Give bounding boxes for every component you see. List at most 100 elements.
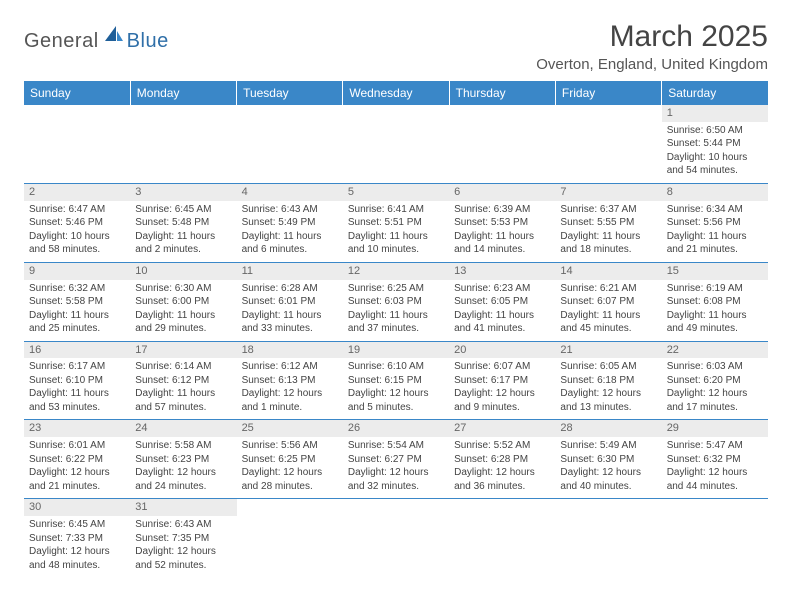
day-number: 18 [237,342,343,359]
sunset-text: Sunset: 6:27 PM [348,453,444,467]
calendar-cell: 8Sunrise: 6:34 AMSunset: 5:56 PMDaylight… [662,183,768,262]
daylight-text: Daylight: 11 hours and 57 minutes. [135,387,231,414]
sunrise-text: Sunrise: 5:58 AM [135,439,231,453]
sunset-text: Sunset: 6:03 PM [348,295,444,309]
calendar-cell: 1Sunrise: 6:50 AMSunset: 5:44 PMDaylight… [662,105,768,183]
day-header: Friday [555,81,661,105]
sunrise-text: Sunrise: 6:30 AM [135,282,231,296]
day-number: 25 [237,420,343,437]
sunrise-text: Sunrise: 6:43 AM [242,203,338,217]
sunrise-text: Sunrise: 6:37 AM [560,203,656,217]
sunrise-text: Sunrise: 6:45 AM [135,203,231,217]
day-header: Tuesday [237,81,343,105]
sunrise-text: Sunrise: 6:12 AM [242,360,338,374]
location-label: Overton, England, United Kingdom [536,56,768,73]
sunset-text: Sunset: 5:46 PM [29,216,125,230]
day-number: 29 [662,420,768,437]
daylight-text: Daylight: 11 hours and 49 minutes. [667,309,763,336]
calendar-cell: 23Sunrise: 6:01 AMSunset: 6:22 PMDayligh… [24,420,130,499]
calendar-cell: 2Sunrise: 6:47 AMSunset: 5:46 PMDaylight… [24,183,130,262]
daylight-text: Daylight: 11 hours and 41 minutes. [454,309,550,336]
sunset-text: Sunset: 6:08 PM [667,295,763,309]
day-number: 12 [343,263,449,280]
sunrise-text: Sunrise: 6:43 AM [135,518,231,532]
daylight-text: Daylight: 12 hours and 13 minutes. [560,387,656,414]
day-number: 17 [130,342,236,359]
month-title: March 2025 [536,20,768,54]
day-header: Saturday [662,81,768,105]
sunset-text: Sunset: 6:32 PM [667,453,763,467]
calendar-cell: 15Sunrise: 6:19 AMSunset: 6:08 PMDayligh… [662,262,768,341]
sunrise-text: Sunrise: 6:28 AM [242,282,338,296]
calendar-row: 2Sunrise: 6:47 AMSunset: 5:46 PMDaylight… [24,183,768,262]
sunrise-text: Sunrise: 5:49 AM [560,439,656,453]
sunset-text: Sunset: 6:00 PM [135,295,231,309]
day-number: 22 [662,342,768,359]
calendar-cell: 27Sunrise: 5:52 AMSunset: 6:28 PMDayligh… [449,420,555,499]
sunrise-text: Sunrise: 6:01 AM [29,439,125,453]
sunrise-text: Sunrise: 5:52 AM [454,439,550,453]
sunset-text: Sunset: 6:12 PM [135,374,231,388]
day-number: 16 [24,342,130,359]
calendar-cell [449,499,555,577]
daylight-text: Daylight: 11 hours and 53 minutes. [29,387,125,414]
sail-icon [103,25,125,43]
calendar-cell: 30Sunrise: 6:45 AMSunset: 7:33 PMDayligh… [24,499,130,577]
sunset-text: Sunset: 7:33 PM [29,532,125,546]
calendar-row: 16Sunrise: 6:17 AMSunset: 6:10 PMDayligh… [24,341,768,420]
daylight-text: Daylight: 12 hours and 52 minutes. [135,545,231,572]
daylight-text: Daylight: 12 hours and 5 minutes. [348,387,444,414]
day-number: 3 [130,184,236,201]
daylight-text: Daylight: 11 hours and 37 minutes. [348,309,444,336]
daylight-text: Daylight: 10 hours and 54 minutes. [667,151,763,178]
brand-logo: General Blue [24,20,169,53]
calendar-row: 9Sunrise: 6:32 AMSunset: 5:58 PMDaylight… [24,262,768,341]
sunset-text: Sunset: 6:01 PM [242,295,338,309]
calendar-row: 30Sunrise: 6:45 AMSunset: 7:33 PMDayligh… [24,499,768,577]
daylight-text: Daylight: 12 hours and 32 minutes. [348,466,444,493]
day-number: 15 [662,263,768,280]
calendar-cell: 10Sunrise: 6:30 AMSunset: 6:00 PMDayligh… [130,262,236,341]
calendar-table: Sunday Monday Tuesday Wednesday Thursday… [24,81,768,577]
page-header: General Blue March 2025 Overton, England… [24,20,768,73]
calendar-cell: 9Sunrise: 6:32 AMSunset: 5:58 PMDaylight… [24,262,130,341]
day-number: 2 [24,184,130,201]
sunrise-text: Sunrise: 6:07 AM [454,360,550,374]
daylight-text: Daylight: 12 hours and 17 minutes. [667,387,763,414]
calendar-cell [555,499,661,577]
calendar-cell: 31Sunrise: 6:43 AMSunset: 7:35 PMDayligh… [130,499,236,577]
sunrise-text: Sunrise: 5:54 AM [348,439,444,453]
day-number: 14 [555,263,661,280]
daylight-text: Daylight: 11 hours and 10 minutes. [348,230,444,257]
daylight-text: Daylight: 12 hours and 28 minutes. [242,466,338,493]
day-number: 23 [24,420,130,437]
daylight-text: Daylight: 11 hours and 21 minutes. [667,230,763,257]
day-number: 1 [662,105,768,122]
brand-part1: General [24,30,99,53]
calendar-cell: 14Sunrise: 6:21 AMSunset: 6:07 PMDayligh… [555,262,661,341]
sunset-text: Sunset: 6:30 PM [560,453,656,467]
day-number: 24 [130,420,236,437]
daylight-text: Daylight: 12 hours and 48 minutes. [29,545,125,572]
sunset-text: Sunset: 5:49 PM [242,216,338,230]
calendar-cell [343,499,449,577]
calendar-page: General Blue March 2025 Overton, England… [0,0,792,597]
sunset-text: Sunset: 6:20 PM [667,374,763,388]
day-number: 30 [24,499,130,516]
calendar-cell: 24Sunrise: 5:58 AMSunset: 6:23 PMDayligh… [130,420,236,499]
sunrise-text: Sunrise: 5:47 AM [667,439,763,453]
day-number: 21 [555,342,661,359]
calendar-cell [237,105,343,183]
sunset-text: Sunset: 6:22 PM [29,453,125,467]
calendar-cell: 20Sunrise: 6:07 AMSunset: 6:17 PMDayligh… [449,341,555,420]
sunset-text: Sunset: 5:44 PM [667,137,763,151]
daylight-text: Daylight: 12 hours and 44 minutes. [667,466,763,493]
sunset-text: Sunset: 6:05 PM [454,295,550,309]
sunset-text: Sunset: 7:35 PM [135,532,231,546]
daylight-text: Daylight: 11 hours and 6 minutes. [242,230,338,257]
calendar-cell: 16Sunrise: 6:17 AMSunset: 6:10 PMDayligh… [24,341,130,420]
daylight-text: Daylight: 12 hours and 24 minutes. [135,466,231,493]
calendar-body: 1Sunrise: 6:50 AMSunset: 5:44 PMDaylight… [24,105,768,577]
calendar-cell: 11Sunrise: 6:28 AMSunset: 6:01 PMDayligh… [237,262,343,341]
sunset-text: Sunset: 6:07 PM [560,295,656,309]
